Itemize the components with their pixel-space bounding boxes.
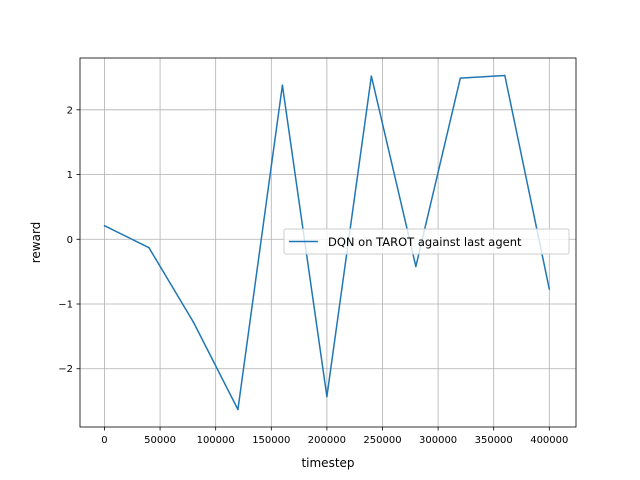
- data-point: [192, 321, 195, 323]
- x-tick-label: 300000: [419, 435, 457, 446]
- x-axis-ticks: 0 50000 100000 150000 200000 250000 300000 3500…: [101, 427, 568, 446]
- series-layer: [103, 74, 551, 411]
- data-point: [237, 408, 239, 411]
- x-tick-label: 100000: [197, 435, 235, 446]
- legend-label: DQN on TAROT against last agent: [328, 235, 522, 249]
- grid: [80, 58, 576, 427]
- data-point: [415, 265, 417, 268]
- x-tick-label: 400000: [530, 435, 568, 446]
- x-tick-label: 150000: [252, 435, 290, 446]
- plot-area-frame: [79, 57, 577, 428]
- legend-box: [283, 228, 570, 255]
- data-point: [548, 288, 551, 290]
- y-tick-label: 2: [67, 105, 73, 116]
- x-tick-label: 50000: [144, 435, 176, 446]
- y-tick-label: 0: [67, 235, 73, 246]
- x-tick-label: 250000: [363, 435, 401, 446]
- x-tick-label: 200000: [308, 435, 346, 446]
- y-tick-label: −1: [58, 300, 73, 311]
- x-tick-label: 0: [101, 435, 107, 446]
- data-point: [326, 395, 328, 398]
- data-point: [281, 84, 284, 86]
- legend: DQN on TAROT against last agent: [283, 228, 570, 255]
- data-point: [504, 74, 506, 77]
- x-tick-label: 350000: [475, 435, 513, 446]
- y-tick-label: −2: [58, 364, 73, 375]
- y-axis-label: reward: [29, 222, 43, 264]
- data-point: [103, 224, 106, 227]
- x-axis-label: timestep: [301, 456, 354, 470]
- data-point: [459, 77, 462, 79]
- y-axis-ticks: −2 −1 0 1 2: [58, 105, 80, 375]
- data-point: [148, 246, 150, 249]
- y-tick-label: 1: [67, 170, 73, 181]
- data-point: [370, 75, 373, 77]
